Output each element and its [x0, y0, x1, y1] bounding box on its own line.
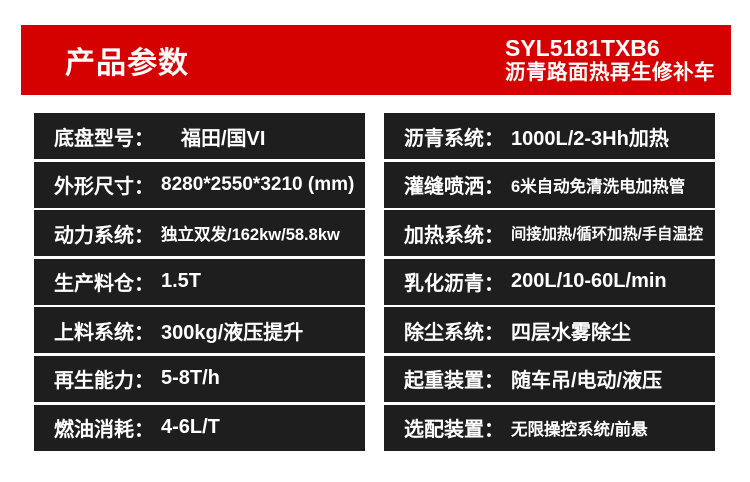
spec-row-dimensions: 外形尺寸： 8280*2550*3210 (mm) — [34, 161, 365, 208]
spec-label: 灌缝喷洒： — [404, 176, 504, 199]
spec-label: 除尘系统： — [404, 321, 504, 344]
spec-row-chassis-model: 底盘型号： 福田/国VI — [34, 113, 365, 159]
spec-value: 1000L/2-3Hh加热 — [511, 127, 669, 150]
spec-row-power-system: 动力系统： 独立双发/162kw/58.8kw — [34, 210, 365, 257]
spec-row-recycling-capacity: 再生能力： 5-8T/h — [34, 355, 365, 402]
product-name: 沥青路面热再生修补车 — [505, 60, 715, 84]
spec-value: 随车吊/电动/液压 — [511, 370, 663, 393]
spec-label: 再生能力： — [54, 370, 154, 393]
spec-value: 300kg/液压提升 — [161, 321, 304, 344]
spec-label: 底盘型号： — [54, 127, 154, 150]
spec-label: 选配装置： — [404, 419, 504, 442]
spec-value: 独立双发/162kw/58.8kw — [161, 226, 340, 245]
spec-label: 外形尺寸： — [54, 176, 154, 199]
header-bar: 产品参数 SYL5181TXB6 沥青路面热再生修补车 — [21, 25, 731, 95]
spec-row-fuel-consumption: 燃油消耗： 4-6L/T — [34, 404, 365, 451]
spec-row-asphalt-system: 沥青系统： 1000L/2-3Hh加热 — [384, 113, 715, 159]
spec-value: 无限操控系统/前悬 — [511, 420, 648, 439]
spec-row-crack-sealing-spray: 灌缝喷洒： 6米自动免清洗电加热管 — [384, 161, 715, 208]
spec-value: 4-6L/T — [161, 416, 220, 439]
spec-label: 动力系统： — [54, 224, 154, 247]
spec-row-dust-removal: 除尘系统： 四层水雾除尘 — [384, 307, 715, 354]
spec-label: 起重装置： — [404, 370, 504, 393]
spec-column-left: 底盘型号： 福田/国VI 外形尺寸： 8280*2550*3210 (mm) 动… — [34, 113, 365, 451]
spec-label: 加热系统： — [404, 224, 504, 247]
spec-table: 底盘型号： 福田/国VI 外形尺寸： 8280*2550*3210 (mm) 动… — [34, 113, 715, 451]
spec-label: 燃油消耗： — [54, 419, 154, 442]
spec-row-emulsified-asphalt: 乳化沥青： 200L/10-60L/min — [384, 258, 715, 305]
model-number: SYL5181TXB6 — [505, 34, 660, 61]
spec-row-feeding-system: 上料系统： 300kg/液压提升 — [34, 307, 365, 354]
spec-row-optional-equipment: 选配装置： 无限操控系统/前悬 — [384, 404, 715, 451]
spec-row-production-hopper: 生产料仓： 1.5T — [34, 258, 365, 305]
spec-value: 四层水雾除尘 — [511, 321, 631, 344]
spec-row-lifting-device: 起重装置： 随车吊/电动/液压 — [384, 355, 715, 402]
spec-value: 8280*2550*3210 (mm) — [161, 173, 355, 195]
spec-value: 6米自动免清洗电加热管 — [511, 177, 686, 196]
spec-value: 福田/国VI — [181, 127, 266, 150]
spec-label: 上料系统： — [54, 321, 154, 344]
spec-label: 沥青系统： — [404, 127, 504, 150]
spec-value: 1.5T — [161, 270, 202, 293]
spec-column-right: 沥青系统： 1000L/2-3Hh加热 灌缝喷洒： 6米自动免清洗电加热管 加热… — [384, 113, 715, 451]
page-title: 产品参数 — [65, 47, 189, 80]
spec-label: 乳化沥青： — [404, 273, 504, 296]
spec-value: 间接加热/循环加热/手自温控 — [511, 226, 704, 244]
spec-label: 生产料仓： — [54, 273, 154, 296]
spec-value: 200L/10-60L/min — [511, 270, 667, 293]
spec-value: 5-8T/h — [161, 367, 220, 390]
model-block: SYL5181TXB6 沥青路面热再生修补车 — [505, 34, 715, 85]
spec-row-heating-system: 加热系统： 间接加热/循环加热/手自温控 — [384, 210, 715, 257]
